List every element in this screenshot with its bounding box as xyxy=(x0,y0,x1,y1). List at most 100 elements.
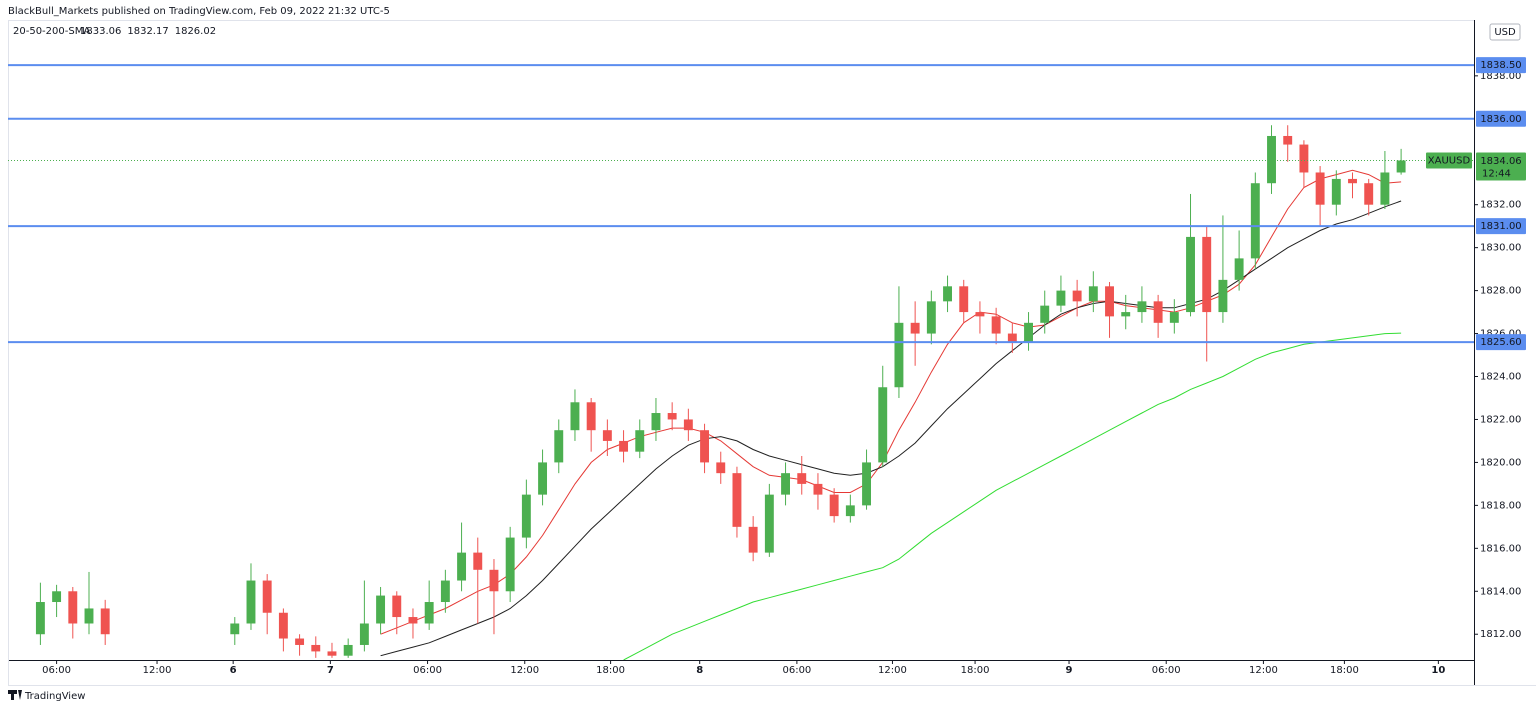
level-label-box xyxy=(1476,218,1526,235)
candle-body xyxy=(1315,172,1325,205)
candle-body xyxy=(538,462,548,495)
sma-line xyxy=(623,332,1402,660)
candle-body xyxy=(327,651,337,656)
plot-area xyxy=(35,125,1406,660)
candle-body xyxy=(1380,172,1390,205)
y-tick-label: 1838.00 xyxy=(1480,71,1521,82)
x-tick-label: 06:00 xyxy=(1152,665,1181,676)
candle-body xyxy=(797,473,807,484)
candle-body xyxy=(700,430,710,463)
candle-body xyxy=(1072,290,1082,302)
x-tick-label: 10 xyxy=(1431,665,1445,676)
candle-body xyxy=(1234,258,1244,280)
candle-body xyxy=(424,602,434,624)
candle-body xyxy=(586,402,596,431)
countdown: 12:44 xyxy=(1482,168,1511,179)
legend-value: 1826.02 xyxy=(175,26,216,37)
candle-body xyxy=(975,312,985,317)
level-label: 1825.60 xyxy=(1480,337,1521,348)
brand-logo xyxy=(8,690,22,700)
candle-body xyxy=(376,595,386,624)
candle-body xyxy=(440,580,450,603)
y-tick-label: 1822.00 xyxy=(1480,414,1521,425)
candle-body xyxy=(667,413,677,420)
y-tick-label: 1830.00 xyxy=(1480,243,1521,254)
candle-body xyxy=(716,462,726,474)
candle-body xyxy=(100,608,110,635)
candle-body xyxy=(278,612,288,639)
candle-body xyxy=(748,526,758,553)
candle-body xyxy=(1153,301,1163,323)
sma-line xyxy=(380,169,1402,635)
candle-body xyxy=(1283,135,1293,145)
x-tick-label: 6 xyxy=(230,665,237,676)
candle-body xyxy=(1299,144,1309,173)
candle-body xyxy=(1088,286,1098,302)
currency-box xyxy=(1489,23,1521,41)
x-tick-label: 18:00 xyxy=(1330,665,1359,676)
candle-body xyxy=(1137,301,1147,313)
symbol-label: XAUUSD xyxy=(1428,155,1471,166)
x-tick-label: 12:00 xyxy=(878,665,907,676)
brand: TradingView xyxy=(24,691,85,702)
y-tick-label: 1812.00 xyxy=(1480,629,1521,640)
candle-body xyxy=(35,602,45,635)
candle-body xyxy=(862,462,871,506)
x-tick-label: 12:00 xyxy=(143,665,172,676)
candle-body xyxy=(781,473,791,495)
candle-body xyxy=(230,623,240,635)
y-tick-label: 1832.00 xyxy=(1480,200,1521,211)
candle-body xyxy=(68,591,78,624)
header: BlackBull_Markets published on TradingVi… xyxy=(8,6,390,17)
candle-body xyxy=(359,623,369,645)
y-tick-label: 1824.00 xyxy=(1480,372,1521,383)
candle-body xyxy=(246,580,256,624)
candle-body xyxy=(764,494,774,553)
candle-body xyxy=(262,580,272,613)
candle-body xyxy=(1331,178,1341,205)
x-tick-label: 9 xyxy=(1066,665,1073,676)
currency: USD xyxy=(1494,27,1516,38)
sma-line xyxy=(380,200,1402,657)
x-tick-label: 12:00 xyxy=(1249,665,1278,676)
candle-body xyxy=(1250,183,1260,259)
candle-body xyxy=(845,505,855,517)
candle-body xyxy=(554,430,564,463)
legend-value: 1832.17 xyxy=(127,26,168,37)
candle-body xyxy=(683,419,693,431)
x-tick-label: 06:00 xyxy=(413,665,442,676)
x-tick-label: 7 xyxy=(327,665,334,676)
candle-body xyxy=(52,591,62,603)
level-label: 1831.00 xyxy=(1480,221,1521,232)
x-tick-label: 18:00 xyxy=(961,665,990,676)
candle-body xyxy=(1105,286,1114,317)
indicator-name: 20-50-200-SMA xyxy=(13,26,90,37)
candle-body xyxy=(732,473,742,527)
candle-body xyxy=(1007,333,1017,343)
candle-body xyxy=(473,552,483,570)
candle-body xyxy=(457,552,467,581)
candle-body xyxy=(521,494,531,538)
x-tick-label: 06:00 xyxy=(42,665,71,676)
candle-body xyxy=(311,644,321,652)
candle-body xyxy=(1396,160,1406,173)
candle-body xyxy=(894,322,904,388)
candle-body xyxy=(959,286,969,313)
level-label-box xyxy=(1476,57,1526,74)
x-tick-label: 12:00 xyxy=(510,665,539,676)
candle-body xyxy=(991,316,1001,334)
candle-body xyxy=(1186,236,1195,313)
candle-body xyxy=(635,430,645,452)
y-tick-label: 1828.00 xyxy=(1480,286,1521,297)
candle-body xyxy=(1267,135,1276,184)
y-tick-label: 1818.00 xyxy=(1480,500,1521,511)
candle-body xyxy=(878,387,888,463)
candle-body xyxy=(1202,236,1212,313)
candle-body xyxy=(829,494,839,517)
candle-body xyxy=(1348,178,1357,184)
candle-body xyxy=(910,322,920,334)
candle-body xyxy=(84,608,94,624)
candle-body xyxy=(813,483,823,495)
level-label: 1838.50 xyxy=(1480,60,1521,71)
